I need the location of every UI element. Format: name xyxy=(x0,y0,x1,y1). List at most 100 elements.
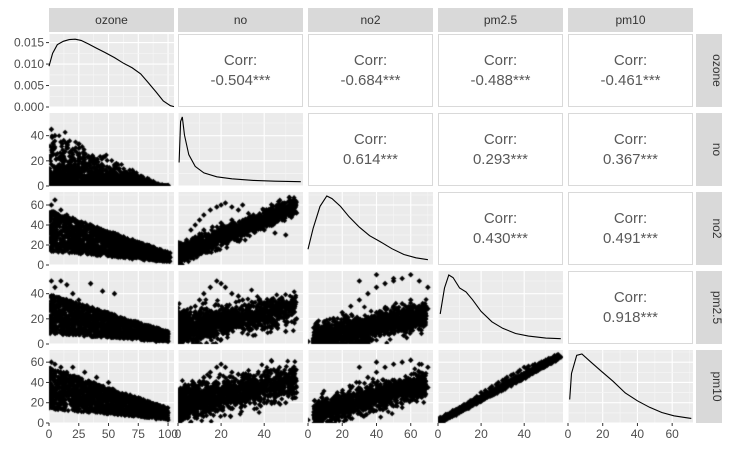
panel-no-no xyxy=(177,113,303,187)
row-strip-ozone: ozone xyxy=(696,34,724,107)
y-tick-label: 0.010 xyxy=(14,57,44,71)
panel-no-ozone xyxy=(48,113,174,187)
corr-panel-bg xyxy=(178,34,303,107)
x-axis-pm10: 0 20 40 60 xyxy=(565,423,679,441)
x-tick-label: 60 xyxy=(665,427,679,441)
panel-ozone-ozone xyxy=(48,34,175,108)
corr-value: -0.488*** xyxy=(470,72,530,89)
corr-panel-bg xyxy=(438,192,563,265)
x-tick-label: 40 xyxy=(258,427,272,441)
x-axis-no2: 0 20 40 60 xyxy=(305,423,418,441)
x-tick-label: 40 xyxy=(370,427,384,441)
plot-panel-bg xyxy=(49,271,174,344)
x-tick-label: 40 xyxy=(518,427,532,441)
plot-panel-bg xyxy=(49,350,174,423)
corr-label: Corr: xyxy=(484,52,517,69)
plot-panel-bg xyxy=(178,192,303,265)
panel-ozone-no: Corr: -0.504*** xyxy=(178,34,303,107)
x-tick-label: 0 xyxy=(305,427,312,441)
panel-pm10-ozone xyxy=(48,350,174,424)
panel-no2-pm2-5: Corr: 0.430*** xyxy=(438,192,563,265)
panel-ozone-no2: Corr: -0.684*** xyxy=(308,34,433,107)
x-axis-pm2-5: 0 20 40 xyxy=(435,423,532,441)
y-tick-label: 0.015 xyxy=(14,36,44,50)
x-tick-label: 0 xyxy=(565,427,572,441)
corr-panel-bg xyxy=(568,34,693,107)
panel-pm2-5-pm10: Corr: 0.918*** xyxy=(568,271,693,344)
corr-label: Corr: xyxy=(484,131,517,148)
corr-value: -0.461*** xyxy=(600,72,660,89)
x-tick-label: 25 xyxy=(72,427,86,441)
row-strip-label-no2: no2 xyxy=(710,218,724,238)
corr-panel-bg xyxy=(568,271,693,344)
corr-value: 0.430*** xyxy=(473,230,528,247)
corr-value: -0.504*** xyxy=(210,72,270,89)
x-axis-ozone: 0 25 50 75 100 xyxy=(46,423,178,441)
corr-panel-bg xyxy=(568,192,693,265)
x-tick-label: 20 xyxy=(336,427,350,441)
y-tick-label: 20 xyxy=(31,312,45,326)
corr-label: Corr: xyxy=(614,131,647,148)
panel-no2-no xyxy=(177,192,303,266)
row-strip-no2: no2 xyxy=(696,192,724,265)
panel-ozone-pm10: Corr: -0.461*** xyxy=(568,34,693,107)
panel-no-no2: Corr: 0.614*** xyxy=(308,113,433,186)
plot-panel-bg xyxy=(178,113,303,186)
plot-panel-bg xyxy=(49,192,174,265)
corr-label: Corr: xyxy=(354,131,387,148)
plot-panel-bg xyxy=(568,350,693,423)
y-tick-label: 0 xyxy=(37,179,44,193)
panel-no2-no2 xyxy=(307,192,433,266)
y-tick-label: 40 xyxy=(31,287,45,301)
row-strip-no: no xyxy=(696,113,724,186)
panel-pm2-5-pm2-5 xyxy=(437,271,563,345)
corr-panel-bg xyxy=(308,113,433,186)
plot-panel-bg xyxy=(178,271,303,344)
y-tick-label: 0 xyxy=(37,416,44,430)
panel-pm10-pm10 xyxy=(567,350,693,424)
x-tick-label: 50 xyxy=(102,427,116,441)
corr-label: Corr: xyxy=(484,210,517,227)
corr-panel-bg xyxy=(568,113,693,186)
row-strip-label-no: no xyxy=(710,143,724,157)
panel-pm2-5-no2 xyxy=(307,271,433,345)
panel-pm10-no xyxy=(177,350,303,424)
y-tick-label: 40 xyxy=(31,129,45,143)
row-strip-pm2-5: pm2.5 xyxy=(696,271,724,344)
plot-panel-bg xyxy=(49,113,174,186)
corr-value: 0.293*** xyxy=(473,151,528,168)
x-tick-label: 0 xyxy=(175,427,182,441)
panel-no-pm10: Corr: 0.367*** xyxy=(568,113,693,186)
row-strip-label-ozone: ozone xyxy=(710,54,724,87)
column-strip-no: no xyxy=(178,8,303,32)
corr-label: Corr: xyxy=(354,52,387,69)
column-strip-label-pm10: pm10 xyxy=(615,13,645,27)
corr-panel-bg xyxy=(438,34,563,107)
column-strip-pm2-5: pm2.5 xyxy=(438,8,563,32)
y-tick-label: 20 xyxy=(31,154,45,168)
x-tick-label: 0 xyxy=(435,427,442,441)
column-strip-label-pm2-5: pm2.5 xyxy=(484,13,518,27)
corr-label: Corr: xyxy=(614,210,647,227)
column-strip-pm10: pm10 xyxy=(568,8,693,32)
y-tick-label: 40 xyxy=(31,218,45,232)
panel-pm2-5-no xyxy=(177,271,303,345)
column-strip-label-ozone: ozone xyxy=(95,13,128,27)
y-tick-label: 0.005 xyxy=(14,79,44,93)
x-tick-label: 75 xyxy=(132,427,146,441)
x-tick-label: 20 xyxy=(214,427,228,441)
y-tick-label: 20 xyxy=(31,238,45,252)
y-tick-label: 20 xyxy=(31,396,45,410)
panel-no-pm2-5: Corr: 0.293*** xyxy=(438,113,563,186)
y-axis-no2: 0 20 40 60 xyxy=(31,198,49,272)
panel-pm2-5-ozone xyxy=(48,271,174,345)
row-strip-label-pm2-5: pm2.5 xyxy=(710,291,724,325)
x-tick-label: 20 xyxy=(474,427,488,441)
panel-no2-pm10: Corr: 0.491*** xyxy=(568,192,693,265)
y-tick-label: 60 xyxy=(31,198,45,212)
column-strip-no2: no2 xyxy=(308,8,433,32)
x-tick-label: 40 xyxy=(631,427,645,441)
y-axis-pm10: 0 20 40 60 xyxy=(31,355,49,430)
corr-panel-bg xyxy=(308,34,433,107)
panel-no2-ozone xyxy=(48,192,174,266)
